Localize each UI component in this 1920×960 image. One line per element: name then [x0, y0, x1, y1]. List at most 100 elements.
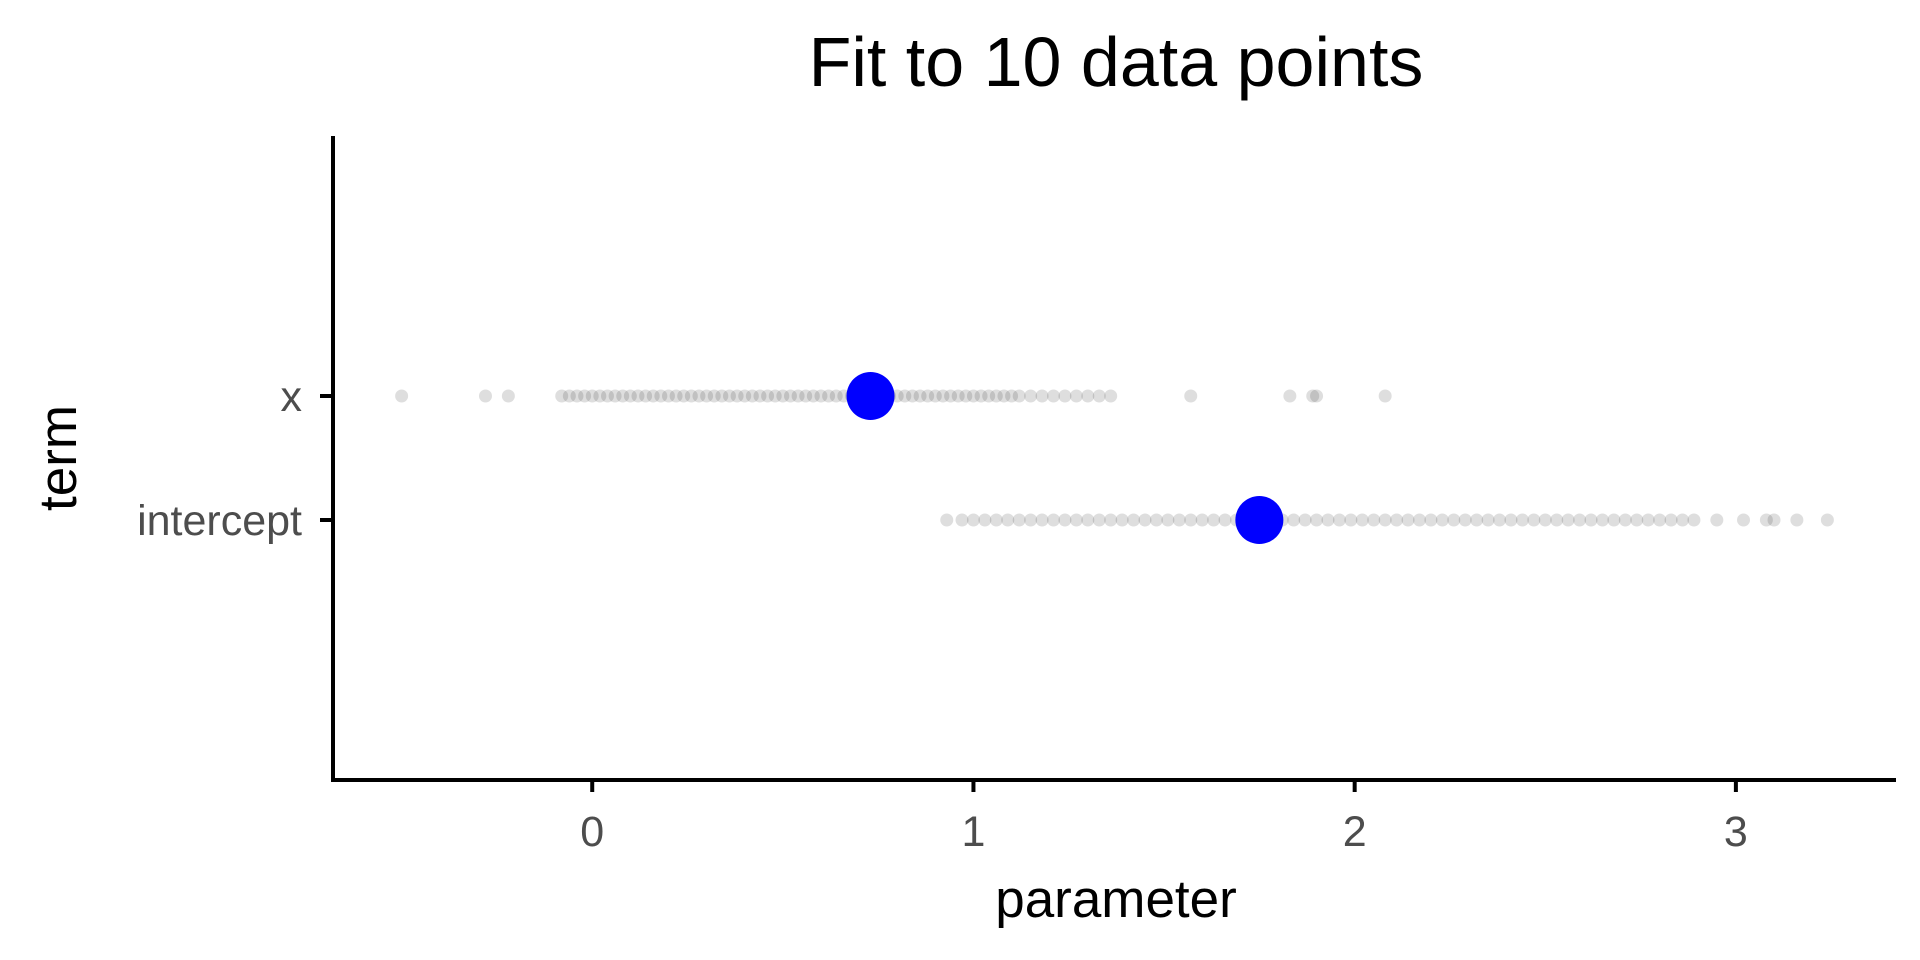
draw-point-intercept-11	[1069, 513, 1083, 527]
draw-point-intercept-4	[989, 513, 1003, 527]
draw-point-intercept-24	[1218, 513, 1232, 527]
chart-title: Fit to 10 data points	[809, 23, 1424, 101]
draw-point-intercept-41	[1412, 513, 1426, 527]
draw-point-intercept-14	[1104, 513, 1118, 527]
y-tick-label-intercept: intercept	[137, 497, 302, 545]
x-tick-label-0: 0	[580, 808, 604, 856]
draw-point-intercept-17	[1138, 513, 1152, 527]
draw-point-x-32	[776, 389, 790, 403]
draw-point-intercept-18	[1149, 513, 1163, 527]
draw-point-intercept-32	[1310, 513, 1324, 527]
draw-point-x-38	[822, 389, 836, 403]
draw-point-x-76	[1378, 389, 1392, 403]
draw-point-x-49	[905, 389, 919, 403]
draw-point-intercept-48	[1493, 513, 1507, 527]
draw-point-x-33	[783, 389, 797, 403]
draw-point-intercept-19	[1161, 513, 1175, 527]
draw-point-x-75	[1310, 389, 1324, 403]
draw-point-intercept-8	[1035, 513, 1049, 527]
draw-point-intercept-43	[1435, 513, 1449, 527]
draw-point-x-66	[1047, 389, 1060, 403]
draw-point-x-18	[669, 389, 683, 403]
draw-point-x-35	[799, 389, 813, 403]
draw-point-intercept-6	[1012, 513, 1026, 527]
draw-point-x-5	[570, 389, 584, 403]
draw-point-x-55	[951, 389, 965, 403]
draw-point-x-8	[593, 389, 607, 403]
draw-point-x-65	[1035, 389, 1049, 403]
draw-point-intercept-39	[1390, 513, 1404, 527]
draw-point-intercept-22	[1195, 513, 1209, 527]
draw-point-intercept-20	[1172, 513, 1186, 527]
draws-layer	[395, 389, 1834, 527]
draw-point-intercept-45	[1458, 513, 1472, 527]
draw-point-x-61	[997, 389, 1011, 403]
draw-point-intercept-61	[1641, 513, 1655, 527]
draw-point-intercept-0	[940, 513, 954, 527]
draw-point-x-64	[1024, 389, 1038, 403]
draw-point-x-26	[730, 389, 744, 403]
draw-point-intercept-5	[1001, 513, 1015, 527]
draw-point-x-59	[982, 389, 996, 403]
draw-point-x-11	[616, 389, 630, 403]
draw-point-x-21	[692, 389, 706, 403]
estimate-layer	[846, 372, 1284, 544]
draw-point-x-14	[639, 389, 653, 403]
draw-point-x-17	[661, 389, 675, 403]
draw-point-intercept-65	[1687, 513, 1701, 527]
draw-point-x-53	[936, 389, 950, 403]
draw-point-x-62	[1005, 389, 1019, 403]
draw-point-intercept-2	[966, 513, 980, 527]
draw-point-x-19	[677, 389, 691, 403]
draw-point-x-4	[562, 389, 576, 403]
x-tick-label-1: 1	[961, 808, 985, 856]
draw-point-x-10	[608, 389, 622, 403]
draw-point-intercept-67	[1737, 513, 1751, 527]
draw-point-intercept-37	[1367, 513, 1381, 527]
draw-point-x-56	[959, 389, 973, 403]
draw-point-intercept-38	[1378, 513, 1392, 527]
draw-point-x-1	[478, 389, 492, 403]
draw-point-x-31	[768, 389, 782, 403]
draw-point-x-12	[623, 389, 637, 403]
x-tick-label-3: 3	[1724, 808, 1748, 856]
draw-point-intercept-13	[1092, 513, 1106, 527]
draw-point-intercept-7	[1024, 513, 1038, 527]
draw-point-intercept-53	[1550, 513, 1564, 527]
draw-point-x-13	[631, 389, 645, 403]
draw-point-intercept-42	[1424, 513, 1438, 527]
draw-point-x-25	[722, 389, 736, 403]
draw-point-intercept-23	[1207, 513, 1221, 527]
draw-point-intercept-33	[1321, 513, 1335, 527]
draw-point-intercept-57	[1595, 513, 1609, 527]
draw-point-intercept-69	[1767, 513, 1781, 527]
draw-point-x-29	[753, 389, 767, 403]
draw-point-x-0	[395, 389, 409, 403]
y-tick-label-x: x	[281, 373, 303, 421]
draw-point-intercept-49	[1504, 513, 1518, 527]
draw-point-intercept-9	[1047, 513, 1060, 527]
draw-point-x-36	[806, 389, 820, 403]
draw-point-x-16	[654, 389, 668, 403]
x-ticks: 0 1 2 3	[580, 781, 1748, 856]
draw-point-x-48	[898, 389, 912, 403]
draw-point-intercept-34	[1332, 513, 1346, 527]
draw-point-x-22	[700, 389, 714, 403]
draw-point-x-60	[989, 389, 1003, 403]
draw-point-x-7	[585, 389, 599, 403]
draw-point-intercept-16	[1127, 513, 1141, 527]
draw-point-x-73	[1283, 389, 1297, 403]
draw-point-x-68	[1069, 389, 1083, 403]
x-axis-title: parameter	[995, 870, 1237, 929]
draw-point-x-15	[646, 389, 660, 403]
draw-point-intercept-62	[1653, 513, 1667, 527]
draw-point-intercept-59	[1618, 513, 1632, 527]
draw-point-x-27	[738, 389, 752, 403]
draw-point-x-57	[966, 389, 980, 403]
draw-point-intercept-70	[1790, 513, 1804, 527]
draw-point-intercept-31	[1298, 513, 1312, 527]
estimate-point-intercept	[1235, 496, 1284, 544]
draw-point-x-52	[928, 389, 942, 403]
draw-point-x-70	[1092, 389, 1106, 403]
draw-point-intercept-40	[1401, 513, 1415, 527]
